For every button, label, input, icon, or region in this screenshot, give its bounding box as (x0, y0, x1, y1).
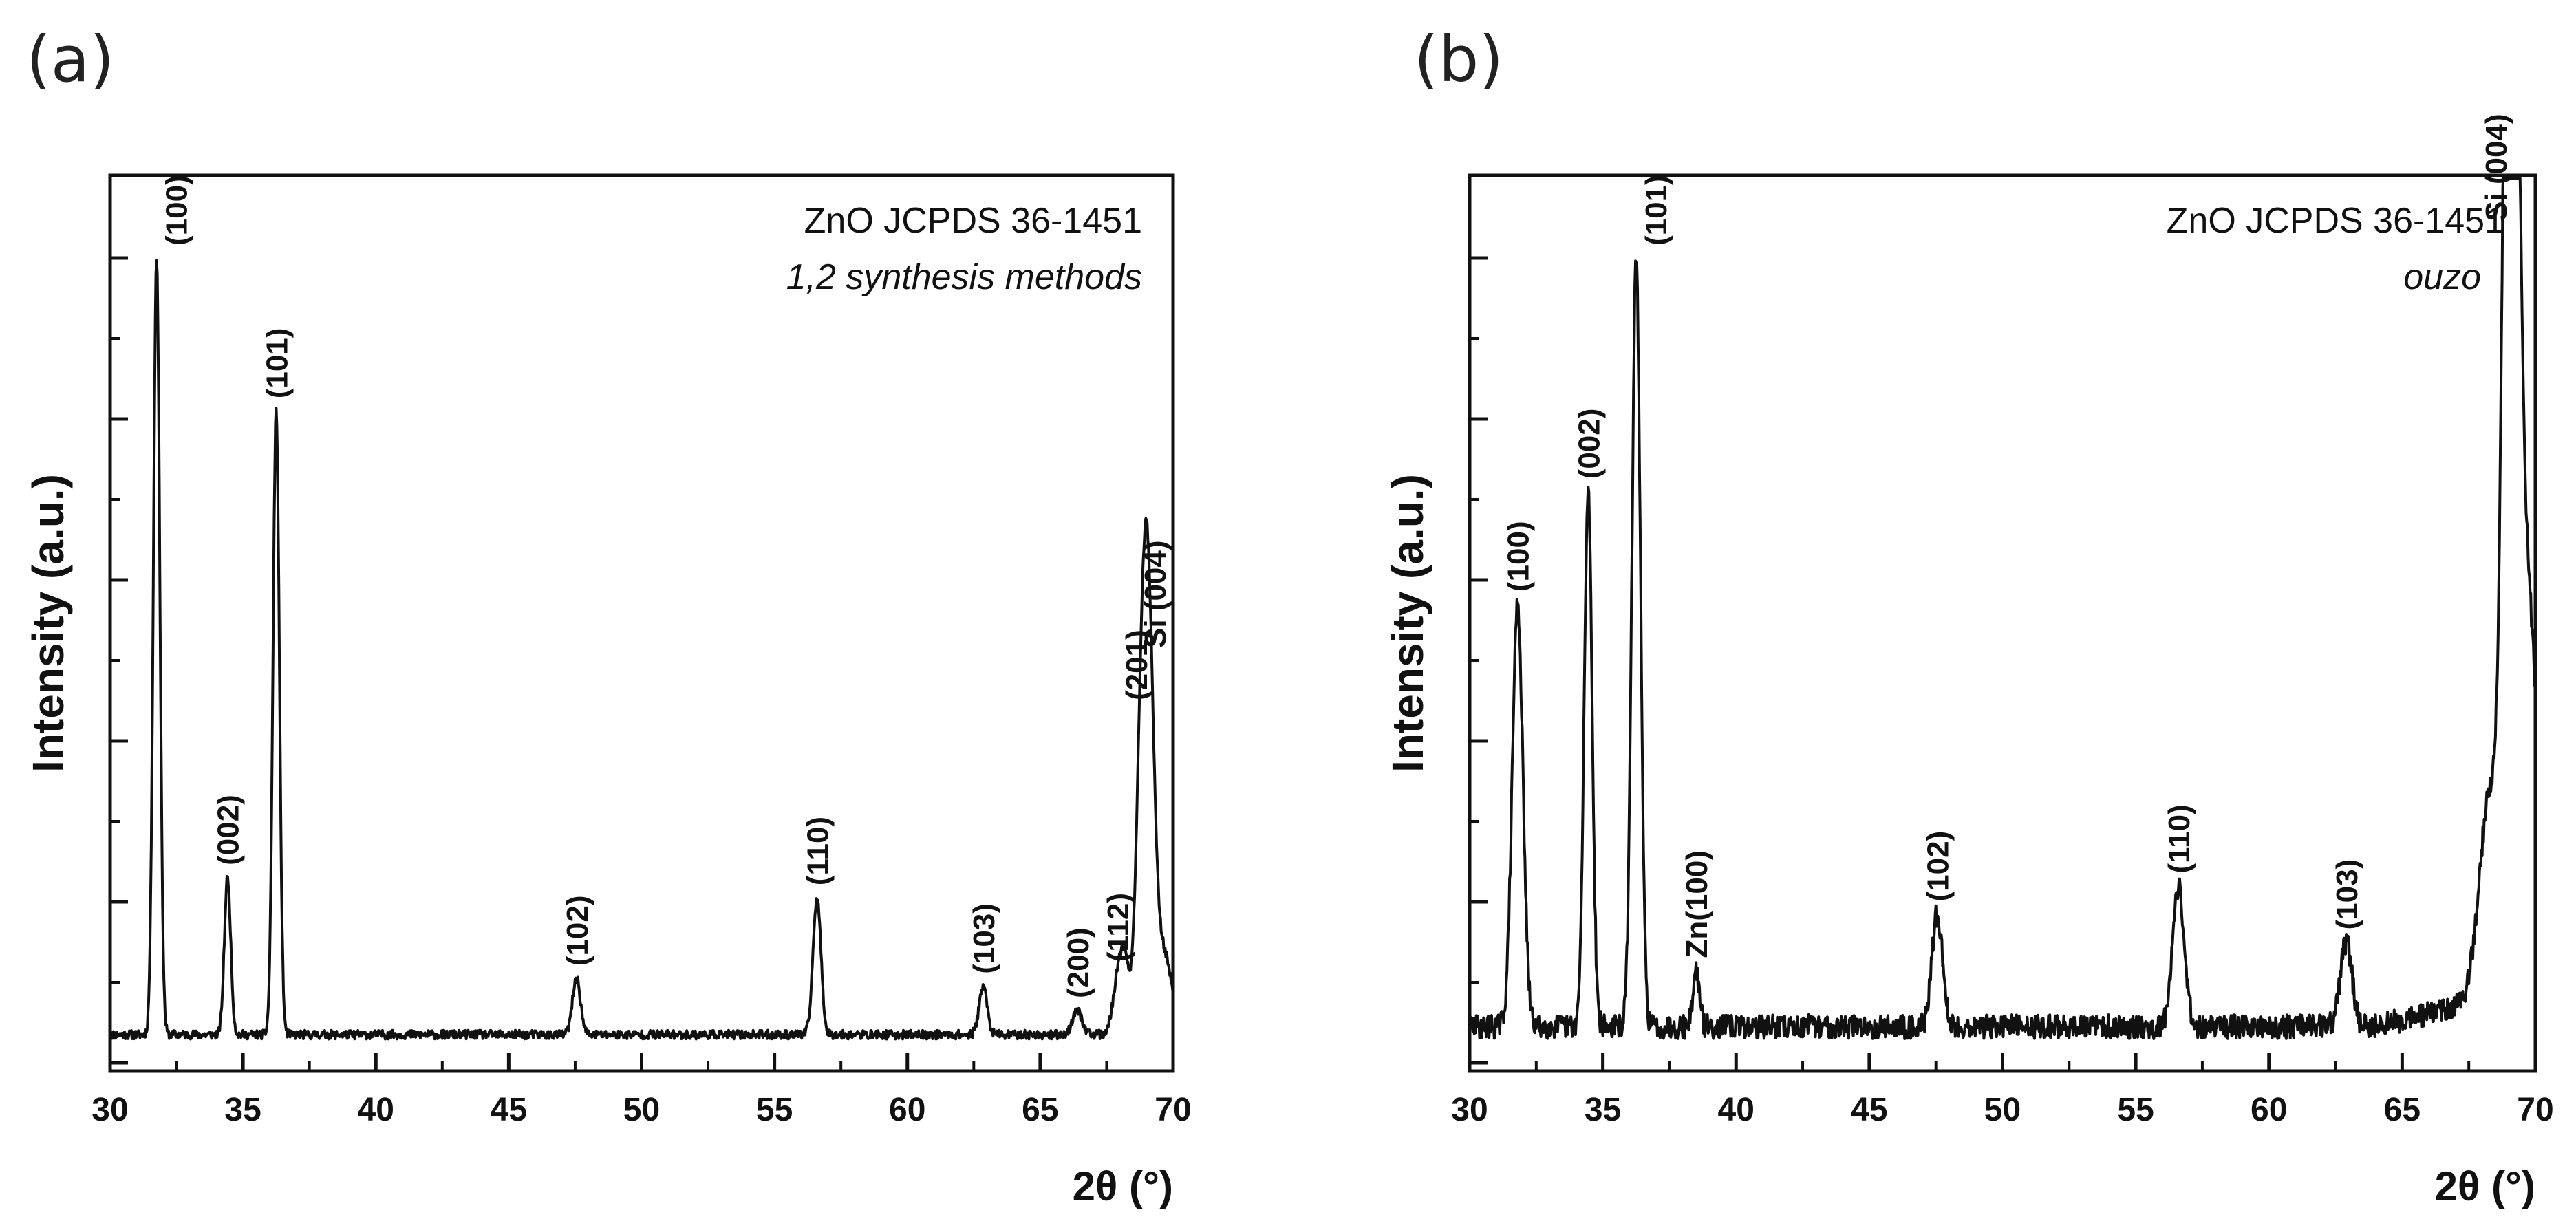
x-tick-label: 60 (889, 1092, 925, 1128)
y-axis-title-b: Intensity (a.u.) (1383, 474, 1432, 773)
x-tick-label: 55 (2117, 1092, 2154, 1128)
curve-group-a (109, 259, 1174, 1041)
peak-label: Zn(100) (1680, 850, 1714, 958)
peak-label: (112) (1102, 893, 1135, 962)
xrd-pattern-line (109, 259, 1174, 1041)
peak-labels-a: (100) (002) (101) (102) (110) (103) (200)(112)… (160, 175, 1172, 998)
x-tick-label: 40 (1718, 1092, 1754, 1128)
x-tick-label: 35 (224, 1092, 261, 1128)
peak-label: (100) (1502, 521, 1536, 592)
xrd-pattern-line (1468, 177, 2537, 1040)
x-tick-label: 45 (1851, 1092, 1887, 1128)
x-tick-label: 30 (92, 1092, 128, 1128)
chart-panel-a: (a) Intensity (a.u.) 2θ (°) ZnO JCPDS 36… (23, 23, 1192, 1209)
x-axis-title-b: 2θ (°) (2435, 1163, 2535, 1209)
peak-label: (200) (1062, 927, 1095, 998)
panel-label-a: (a) (26, 23, 114, 96)
peak-label: Si (004) (1139, 540, 1172, 648)
peak-label: (110) (2162, 804, 2196, 873)
peak-label: (103) (967, 903, 1001, 974)
x-tick-label: 50 (623, 1092, 660, 1128)
x-tick-label: 60 (2251, 1092, 2287, 1128)
peak-label: (100) (160, 175, 194, 246)
chart-panel-b: (b) Intensity (a.u.) 2θ (°) ZnO JCPDS 36… (1383, 23, 2554, 1209)
peak-label: (102) (1922, 831, 1955, 902)
y-axis-title-a: Intensity (a.u.) (23, 474, 73, 773)
x-tick-label: 30 (1451, 1092, 1488, 1128)
x-tick-label: 45 (491, 1092, 527, 1128)
curve-group-b (1468, 177, 2537, 1040)
x-tick-label: 55 (756, 1092, 793, 1128)
legend-line-1-b: ZnO JCPDS 36-1451 (2167, 201, 2504, 241)
axis-ticks-a: 30 35 40 45 50 55 60 65 70 (92, 256, 1192, 1128)
x-tick-label: 70 (2517, 1092, 2553, 1128)
peak-label: (201) (1120, 629, 1154, 700)
peak-labels-b: (100) (002) (101) Zn(100) (102) (110) (103) Si … (1502, 114, 2513, 958)
x-tick-label: 50 (1984, 1092, 2021, 1128)
peak-label: (102) (561, 895, 594, 966)
peak-label: (101) (260, 328, 294, 399)
x-tick-label: 40 (358, 1092, 394, 1128)
x-tick-label: 35 (1585, 1092, 1621, 1128)
peak-label: (002) (1572, 409, 1606, 479)
panel-label-b: (b) (1414, 23, 1503, 96)
peak-label: (101) (1640, 175, 1673, 246)
legend-line-2-a: 1,2 synthesis methods (786, 257, 1142, 297)
peak-label: (103) (2330, 859, 2364, 930)
peak-label: (110) (801, 817, 835, 885)
legend-line-2-b: ouzo (2403, 257, 2481, 297)
axis-ticks-b: 30 35 40 45 50 55 60 65 70 (1451, 256, 2554, 1128)
x-tick-label: 65 (1022, 1092, 1058, 1128)
peak-label: Si (004) (2480, 114, 2513, 222)
x-axis-title-a: 2θ (°) (1073, 1163, 1173, 1209)
x-tick-label: 70 (1155, 1092, 1191, 1128)
x-tick-label: 65 (2384, 1092, 2421, 1128)
peak-label: (002) (212, 795, 246, 865)
legend-line-1-a: ZnO JCPDS 36-1451 (804, 201, 1142, 241)
